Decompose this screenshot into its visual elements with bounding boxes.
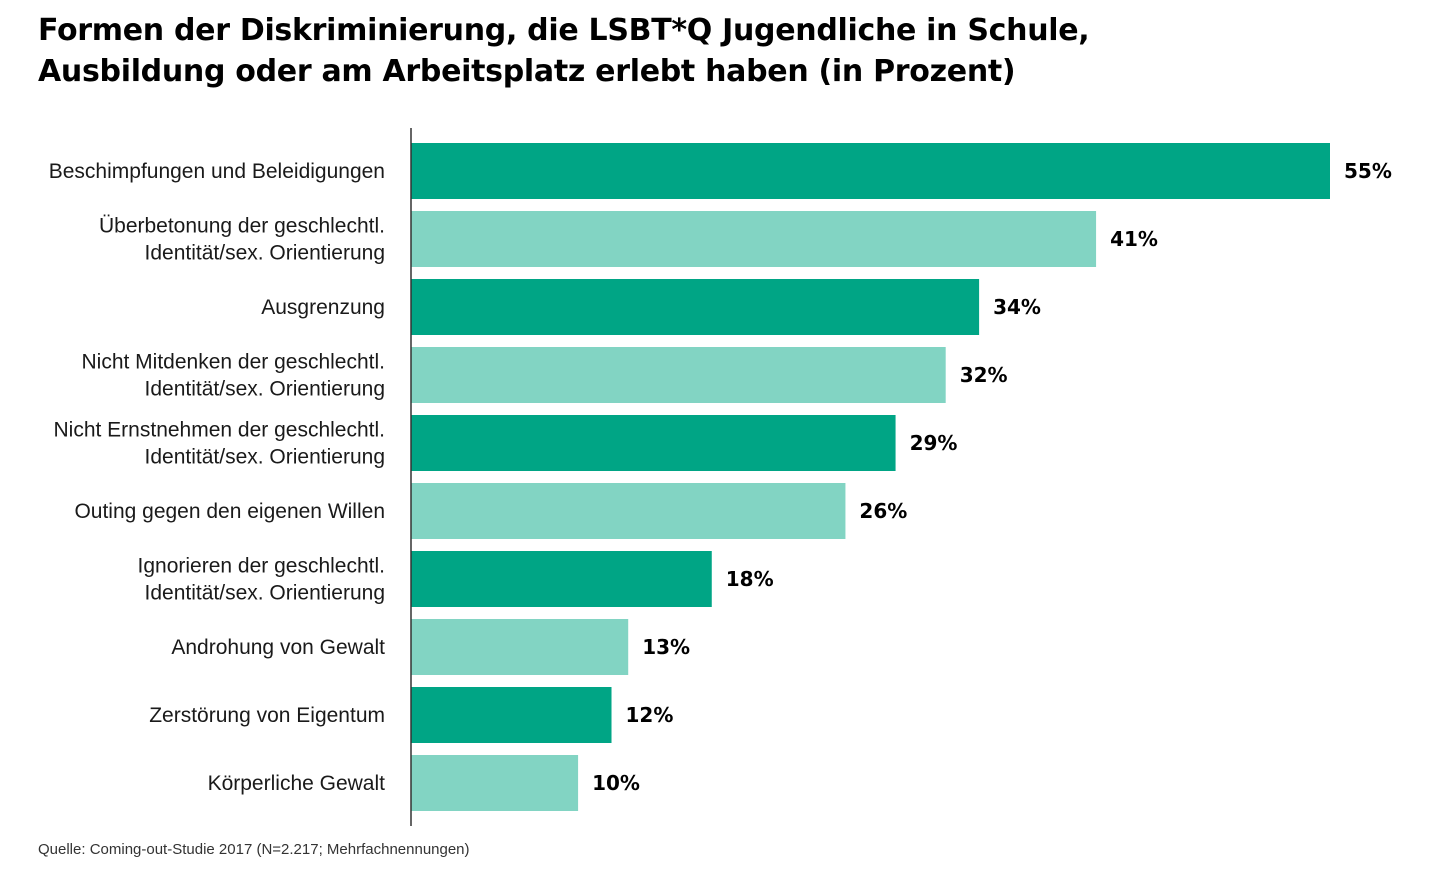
bar-5 — [411, 415, 896, 471]
category-label-7: Ignorieren der geschlechtl. Identität/sex… — [138, 555, 385, 605]
category-label-9: Zerstörung von Eigentum — [149, 704, 385, 727]
category-label-line: Ignorieren der geschlechtl. — [138, 555, 385, 578]
chart-title-line-2: Ausbildung oder am Arbeitsplatz erlebt h… — [38, 54, 1016, 89]
value-label-5: 29% — [910, 431, 958, 455]
value-label-4: 32% — [960, 363, 1008, 387]
category-label-line: Identität/sex. Orientierung — [145, 242, 385, 265]
chart-title-line-1: Formen der Diskriminierung, die LSBT*Q J… — [38, 13, 1090, 48]
value-label-6: 26% — [859, 499, 907, 523]
category-label-line: Outing gegen den eigenen Willen — [74, 500, 385, 523]
value-label-3: 34% — [993, 295, 1041, 319]
category-label-4: Nicht Mitdenken der geschlechtl. Identitä… — [82, 351, 386, 401]
bar-10 — [411, 755, 579, 811]
value-label-8: 13% — [642, 635, 690, 659]
source-note: Quelle: Coming-out-Studie 2017 (N=2.217;… — [38, 841, 470, 858]
value-label-7: 18% — [726, 567, 774, 591]
category-label-line: Androhung von Gewalt — [171, 636, 385, 659]
category-label-line: Überbetonung der geschlechtl. — [99, 215, 385, 238]
category-label-line: Identität/sex. Orientierung — [145, 378, 385, 401]
bar-9 — [411, 687, 612, 743]
bar-6 — [411, 483, 846, 539]
value-label-9: 12% — [626, 703, 674, 727]
bar-7 — [411, 551, 712, 607]
category-label-line: Identität/sex. Orientierung — [145, 582, 385, 605]
bar-1 — [411, 143, 1330, 199]
category-label-line: Nicht Ernstnehmen der geschlechtl. — [54, 419, 386, 442]
category-label-5: Nicht Ernstnehmen der geschlechtl. Identi… — [54, 419, 386, 469]
category-label-line: Zerstörung von Eigentum — [149, 704, 385, 727]
category-label-3: Ausgrenzung — [261, 296, 385, 319]
category-label-line: Identität/sex. Orientierung — [145, 446, 385, 469]
bar-3 — [411, 279, 980, 335]
category-label-line: Ausgrenzung — [261, 296, 385, 319]
bar-2 — [411, 211, 1097, 267]
category-label-line: Beschimpfungen und Beleidigungen — [49, 160, 385, 183]
value-label-2: 41% — [1110, 227, 1158, 251]
value-label-1: 55% — [1344, 159, 1392, 183]
bar-8 — [411, 619, 629, 675]
category-label-2: Überbetonung der geschlechtl. Identität/s… — [99, 215, 385, 265]
value-label-10: 10% — [592, 771, 640, 795]
category-label-6: Outing gegen den eigenen Willen — [74, 500, 385, 523]
bar-4 — [411, 347, 946, 403]
category-label-1: Beschimpfungen und Beleidigungen — [49, 160, 385, 183]
category-label-line: Körperliche Gewalt — [208, 772, 386, 795]
category-label-10: Körperliche Gewalt — [208, 772, 386, 795]
category-label-8: Androhung von Gewalt — [171, 636, 385, 659]
chart-title: Formen der Diskriminierung, die LSBT*Q J… — [38, 10, 1338, 92]
category-label-line: Nicht Mitdenken der geschlechtl. — [82, 351, 386, 374]
